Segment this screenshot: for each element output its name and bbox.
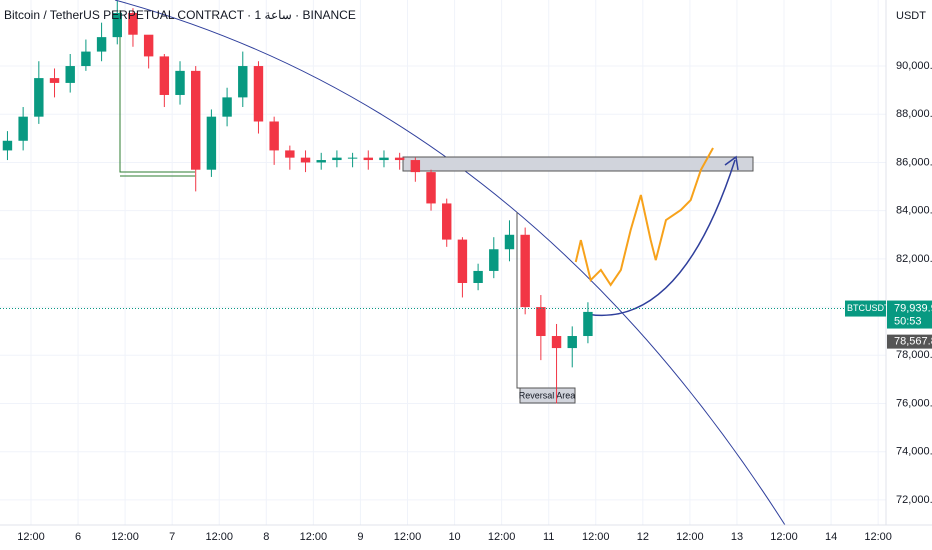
x-tick-label: 12:00 (488, 531, 516, 543)
candle-body (18, 116, 28, 141)
countdown-label: 50:53 (894, 315, 922, 327)
candle-body (238, 66, 248, 98)
range-box (119, 10, 195, 177)
y-tick-label: 78,000.0 (896, 349, 932, 361)
candle-body (300, 157, 311, 163)
candle-body (128, 13, 138, 35)
candle-body (520, 234, 530, 308)
candle-body (143, 34, 154, 57)
marker-price-label: 78,567.8 (894, 336, 932, 348)
x-tick-label: 12:00 (17, 531, 45, 543)
y-tick-label: 72,000.0 (896, 494, 932, 506)
grid (0, 0, 886, 525)
candle-body (379, 157, 389, 161)
candle-body (457, 239, 468, 283)
y-tick-label: 86,000.0 (896, 156, 932, 168)
candle-body (96, 37, 107, 52)
projection-arrow (585, 159, 736, 317)
x-tick-label: 12:00 (394, 531, 422, 543)
y-tick-label: 82,000.0 (896, 253, 932, 265)
chart-title: Bitcoin / TetherUS PERPETUAL CONTRACT · … (4, 8, 356, 22)
candle-body (394, 157, 405, 161)
x-tick-label: 6 (75, 531, 81, 543)
candle-body (489, 249, 499, 271)
y-axis-label: USDT (896, 10, 926, 22)
y-tick-label: 76,000.0 (896, 397, 932, 409)
candle-body (49, 78, 60, 83)
candle-body (191, 70, 201, 170)
candle-body (222, 97, 232, 117)
last-price-tag (845, 300, 886, 317)
candle-body (34, 78, 44, 117)
marks (0, 0, 886, 404)
x-tick-label: 12:00 (582, 531, 610, 543)
candle-body (159, 56, 170, 95)
candle-body (536, 307, 546, 337)
x-tick-label: 12:00 (205, 531, 233, 543)
candle-body (112, 13, 122, 38)
candle-body (269, 121, 279, 151)
symbol-label: BTCUSDT.P (847, 303, 897, 313)
y-tick-label: 88,000.0 (896, 108, 932, 120)
x-tick-label: 10 (448, 531, 460, 543)
candle-body (332, 157, 342, 161)
candle-body (316, 160, 326, 163)
candle-body (410, 160, 421, 173)
candle-body (473, 270, 483, 283)
candle-body (2, 140, 13, 151)
y-tick-label: 74,000.0 (896, 446, 932, 458)
candle-body (206, 116, 217, 170)
candle-body (65, 66, 75, 83)
x-tick-label: 14 (825, 531, 837, 543)
marker-price-box (887, 334, 932, 349)
x-tick-label: 8 (263, 531, 269, 543)
candle-body (551, 336, 562, 349)
y-tick-label: 90,000.0 (896, 60, 932, 72)
candle-body (81, 51, 91, 67)
x-tick-label: 12:00 (864, 531, 892, 543)
x-tick-label: 12:00 (111, 531, 139, 543)
x-tick-label: 12:00 (300, 531, 328, 543)
candle-body (285, 150, 295, 158)
candle-body (442, 203, 452, 240)
candle-body (426, 172, 436, 204)
candle-body (363, 157, 373, 161)
candle-body (583, 311, 593, 337)
candle-body (175, 70, 185, 95)
arrow-head (724, 155, 739, 171)
x-tick-label: 11 (543, 531, 554, 543)
candle-body (253, 66, 264, 122)
last-price-box (887, 300, 932, 329)
x-tick-label: 13 (731, 531, 743, 543)
x-tick-label: 12:00 (770, 531, 798, 543)
candle-body (347, 157, 358, 159)
resistance-zone (402, 156, 754, 172)
projection-line (574, 147, 714, 287)
x-tick-label: 12 (637, 531, 649, 543)
x-tick-label: 7 (169, 531, 175, 543)
x-tick-label: 12:00 (676, 531, 704, 543)
candle-body (567, 336, 577, 349)
y-tick-label: 84,000.0 (896, 205, 932, 217)
x-tick-label: 9 (357, 531, 363, 543)
candle-body (504, 234, 515, 250)
reversal-label: Reversal Area (519, 390, 576, 400)
last-price-label: 79,939.9 (894, 302, 932, 314)
reversal-label-box (519, 387, 576, 404)
trend-curve (114, 0, 786, 526)
